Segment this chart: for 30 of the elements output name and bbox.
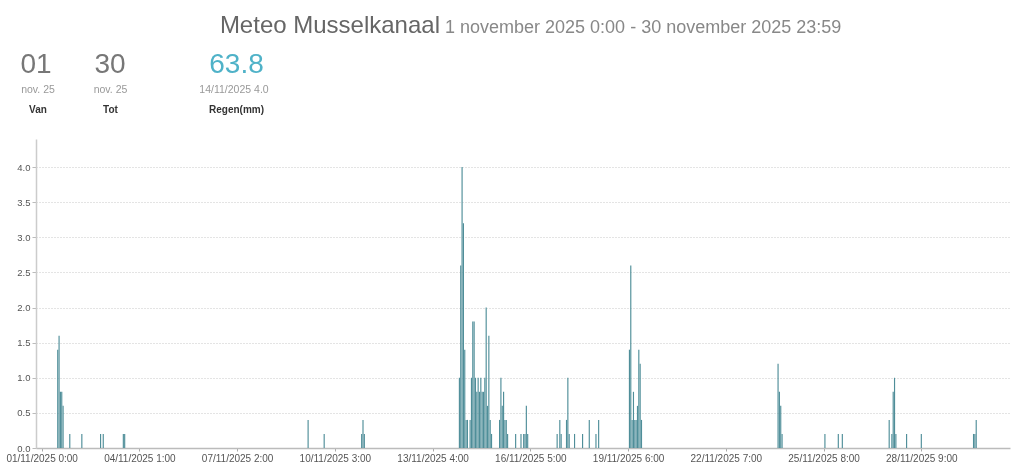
y-tick-label: 0.5 xyxy=(17,407,31,419)
x-tick-label: 04/11/2025 1:00 xyxy=(104,452,177,463)
x-tick-label: 22/11/2025 7:00 xyxy=(690,452,763,463)
x-tick-label: 07/11/2025 2:00 xyxy=(201,452,274,463)
text: nov. 25 xyxy=(21,83,55,95)
text: 30 xyxy=(94,48,126,79)
text: Regen(mm) xyxy=(208,104,265,115)
text: Tot xyxy=(103,104,119,115)
y-tick-label: 3.0 xyxy=(17,231,31,243)
x-tick-label: 28/11/2025 9:00 xyxy=(886,452,959,463)
x-tick-label: 13/11/2025 4:00 xyxy=(397,452,470,463)
text: 63.8 xyxy=(209,48,264,79)
y-tick-label: 2.5 xyxy=(17,266,31,278)
chart-title: Meteo Musselkanaal xyxy=(219,11,440,38)
text: nov. 25 xyxy=(93,83,128,95)
y-tick-label: 4.0 xyxy=(17,161,31,173)
text: 14/11/2025 4.0 xyxy=(199,83,269,95)
y-tick-label: 3.5 xyxy=(17,196,31,208)
y-tick-label: 1.0 xyxy=(17,372,31,384)
x-tick-label: 25/11/2025 8:00 xyxy=(788,452,861,463)
y-tick-label: 2.0 xyxy=(17,302,31,314)
y-tick-label: 0.0 xyxy=(17,442,31,454)
y-tick-label: 1.5 xyxy=(17,337,31,349)
text: Van xyxy=(29,104,47,115)
x-tick-label: 19/11/2025 6:00 xyxy=(592,452,665,463)
chart-subtitle: 1 november 2025 0:00 - 30 november 2025 23:59 xyxy=(445,17,842,37)
text: 01 xyxy=(20,48,52,79)
x-tick-label: 10/11/2025 3:00 xyxy=(299,452,372,463)
x-tick-label: 01/11/2025 0:00 xyxy=(6,452,79,463)
x-tick-label: 16/11/2025 5:00 xyxy=(495,452,568,463)
